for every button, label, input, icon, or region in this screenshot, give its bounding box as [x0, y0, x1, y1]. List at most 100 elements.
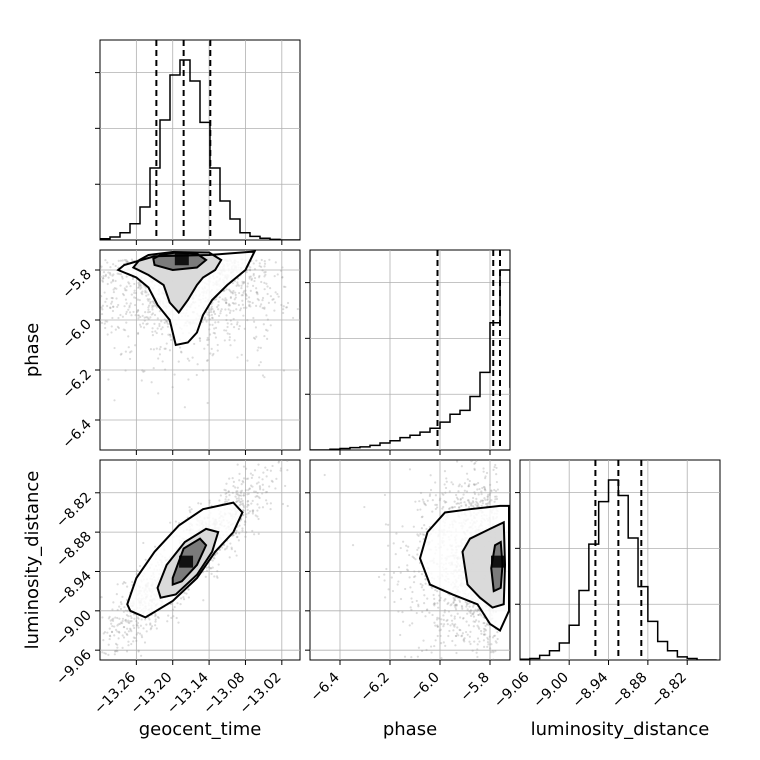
- sample-point: [248, 510, 252, 513]
- sample-point: [447, 601, 450, 604]
- sample-point: [235, 500, 238, 503]
- sample-point: [124, 312, 128, 315]
- sample-point: [418, 540, 422, 543]
- sample-point: [207, 311, 211, 314]
- sample-point: [495, 472, 498, 476]
- sample-point: [109, 306, 112, 310]
- sample-point: [246, 500, 249, 503]
- sample-point: [242, 481, 245, 484]
- sample-point: [265, 282, 268, 285]
- sample-point: [229, 295, 232, 299]
- sample-point: [258, 476, 261, 479]
- sample-point: [416, 655, 419, 658]
- sample-point: [214, 336, 218, 339]
- sample-point: [134, 296, 137, 300]
- x-tick-label-phase: −5.8: [457, 670, 492, 705]
- sample-point: [211, 323, 214, 326]
- sample-point: [128, 306, 131, 309]
- sample-point: [234, 296, 237, 299]
- sample-point: [246, 319, 249, 322]
- sample-point: [199, 502, 203, 505]
- sample-point: [247, 492, 250, 495]
- sample-point: [169, 333, 172, 336]
- sample-point: [421, 610, 424, 614]
- sample-point: [220, 546, 224, 549]
- sample-point: [490, 489, 493, 493]
- sample-point: [161, 360, 164, 363]
- sample-point: [101, 276, 105, 280]
- sample-point: [154, 618, 157, 621]
- sample-point: [137, 317, 140, 320]
- sample-point: [261, 269, 264, 272]
- sample-point: [403, 655, 407, 658]
- sample-point: [262, 471, 265, 474]
- sample-point: [163, 368, 167, 371]
- sample-point: [434, 639, 437, 642]
- sample-point: [481, 486, 484, 490]
- sample-point: [263, 334, 266, 338]
- sample-point: [109, 306, 112, 309]
- sample-point: [172, 615, 175, 618]
- sample-point: [224, 297, 227, 300]
- sample-point: [207, 308, 210, 311]
- sample-point: [443, 500, 446, 503]
- sample-point: [491, 650, 494, 653]
- sample-point: [470, 503, 473, 506]
- sample-point: [238, 291, 241, 295]
- sample-point: [144, 618, 147, 621]
- sample-point: [108, 637, 111, 641]
- sample-point: [219, 548, 222, 551]
- sample-point: [436, 625, 439, 628]
- sample-point: [206, 343, 209, 346]
- sample-point: [423, 524, 426, 527]
- sample-point: [468, 610, 471, 613]
- sample-point: [242, 465, 246, 468]
- sample-point: [238, 499, 241, 502]
- sample-point: [149, 622, 152, 625]
- sample-point: [124, 581, 127, 585]
- sample-point: [453, 505, 456, 509]
- sample-point: [269, 502, 272, 505]
- sample-point: [402, 540, 405, 543]
- sample-point: [223, 339, 226, 342]
- sample-point: [483, 628, 487, 631]
- sample-point: [475, 500, 478, 503]
- sample-point: [230, 546, 233, 549]
- sample-point: [134, 313, 137, 317]
- sample-point: [233, 339, 236, 342]
- sample-point: [131, 580, 134, 584]
- sample-point: [236, 321, 239, 324]
- sample-point: [397, 610, 400, 613]
- sample-point: [182, 598, 186, 601]
- sample-point: [453, 625, 456, 628]
- sample-point: [154, 303, 157, 306]
- sample-point: [213, 312, 217, 316]
- sample-point: [435, 618, 439, 621]
- sample-point: [451, 483, 455, 486]
- sample-point: [492, 468, 495, 471]
- sample-point: [154, 330, 157, 333]
- y-tick-label-luminosity-distance: −8.94: [53, 568, 95, 610]
- sample-point: [423, 533, 426, 536]
- sample-point: [111, 278, 115, 282]
- sample-point: [484, 629, 488, 632]
- sample-point: [123, 606, 126, 609]
- sample-point: [490, 499, 493, 502]
- sample-point: [419, 491, 423, 495]
- sample-point: [106, 320, 109, 323]
- sample-point: [212, 331, 215, 335]
- sample-point: [238, 494, 241, 497]
- sample-point: [151, 333, 154, 337]
- sample-point: [100, 295, 103, 298]
- sample-point: [223, 488, 226, 491]
- sample-point: [125, 620, 128, 623]
- sample-point: [117, 326, 120, 330]
- sample-point: [132, 613, 136, 616]
- sample-point: [239, 307, 243, 310]
- sample-point: [115, 287, 118, 290]
- sample-point: [436, 602, 439, 605]
- sample-point: [148, 304, 151, 307]
- sample-point: [137, 286, 140, 289]
- sample-point: [238, 472, 241, 475]
- sample-point: [383, 596, 387, 599]
